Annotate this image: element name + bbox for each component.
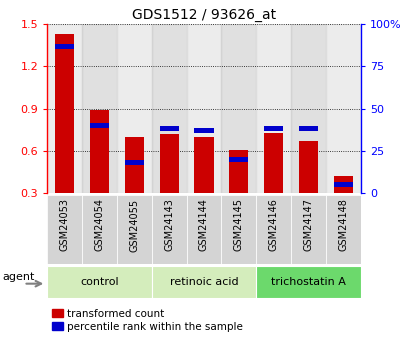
Bar <box>290 195 325 264</box>
Bar <box>229 157 248 162</box>
Text: GSM24147: GSM24147 <box>303 198 313 252</box>
Bar <box>151 24 186 193</box>
Bar <box>298 141 317 193</box>
Bar <box>151 195 186 264</box>
Text: GSM24148: GSM24148 <box>337 198 348 251</box>
Bar <box>124 137 144 193</box>
Text: trichostatin A: trichostatin A <box>270 277 345 287</box>
Bar <box>256 266 360 298</box>
Bar <box>256 24 290 193</box>
Bar <box>194 128 213 133</box>
Bar <box>221 24 256 193</box>
Text: GSM24055: GSM24055 <box>129 198 139 252</box>
Text: GSM24146: GSM24146 <box>268 198 278 251</box>
Bar <box>117 195 151 264</box>
Bar <box>124 160 144 165</box>
Bar <box>55 44 74 49</box>
Bar <box>194 137 213 193</box>
Bar <box>221 195 256 264</box>
Bar <box>159 134 178 193</box>
Text: control: control <box>80 277 119 287</box>
Text: GSM24145: GSM24145 <box>233 198 243 252</box>
Bar <box>186 24 221 193</box>
Bar <box>256 195 290 264</box>
Bar <box>159 127 178 131</box>
Bar <box>55 34 74 193</box>
Bar <box>229 149 248 193</box>
Bar <box>263 132 283 193</box>
Bar <box>333 176 352 193</box>
Bar <box>325 195 360 264</box>
Text: agent: agent <box>2 272 35 282</box>
Bar <box>263 127 283 131</box>
Legend: transformed count, percentile rank within the sample: transformed count, percentile rank withi… <box>52 309 242 332</box>
Bar <box>90 123 109 128</box>
Bar <box>298 127 317 131</box>
Text: retinoic acid: retinoic acid <box>169 277 238 287</box>
Text: GSM24053: GSM24053 <box>59 198 70 252</box>
Bar <box>82 24 117 193</box>
Text: GSM24143: GSM24143 <box>164 198 174 251</box>
Text: GSM24144: GSM24144 <box>198 198 209 251</box>
Bar <box>82 195 117 264</box>
Bar <box>290 24 325 193</box>
Bar <box>90 110 109 193</box>
Title: GDS1512 / 93626_at: GDS1512 / 93626_at <box>132 8 275 22</box>
Bar <box>47 266 151 298</box>
Bar <box>47 24 82 193</box>
Bar <box>117 24 151 193</box>
Bar <box>186 195 221 264</box>
Bar <box>47 195 82 264</box>
Bar <box>333 182 352 187</box>
Bar <box>151 266 256 298</box>
Text: GSM24054: GSM24054 <box>94 198 104 252</box>
Bar <box>325 24 360 193</box>
